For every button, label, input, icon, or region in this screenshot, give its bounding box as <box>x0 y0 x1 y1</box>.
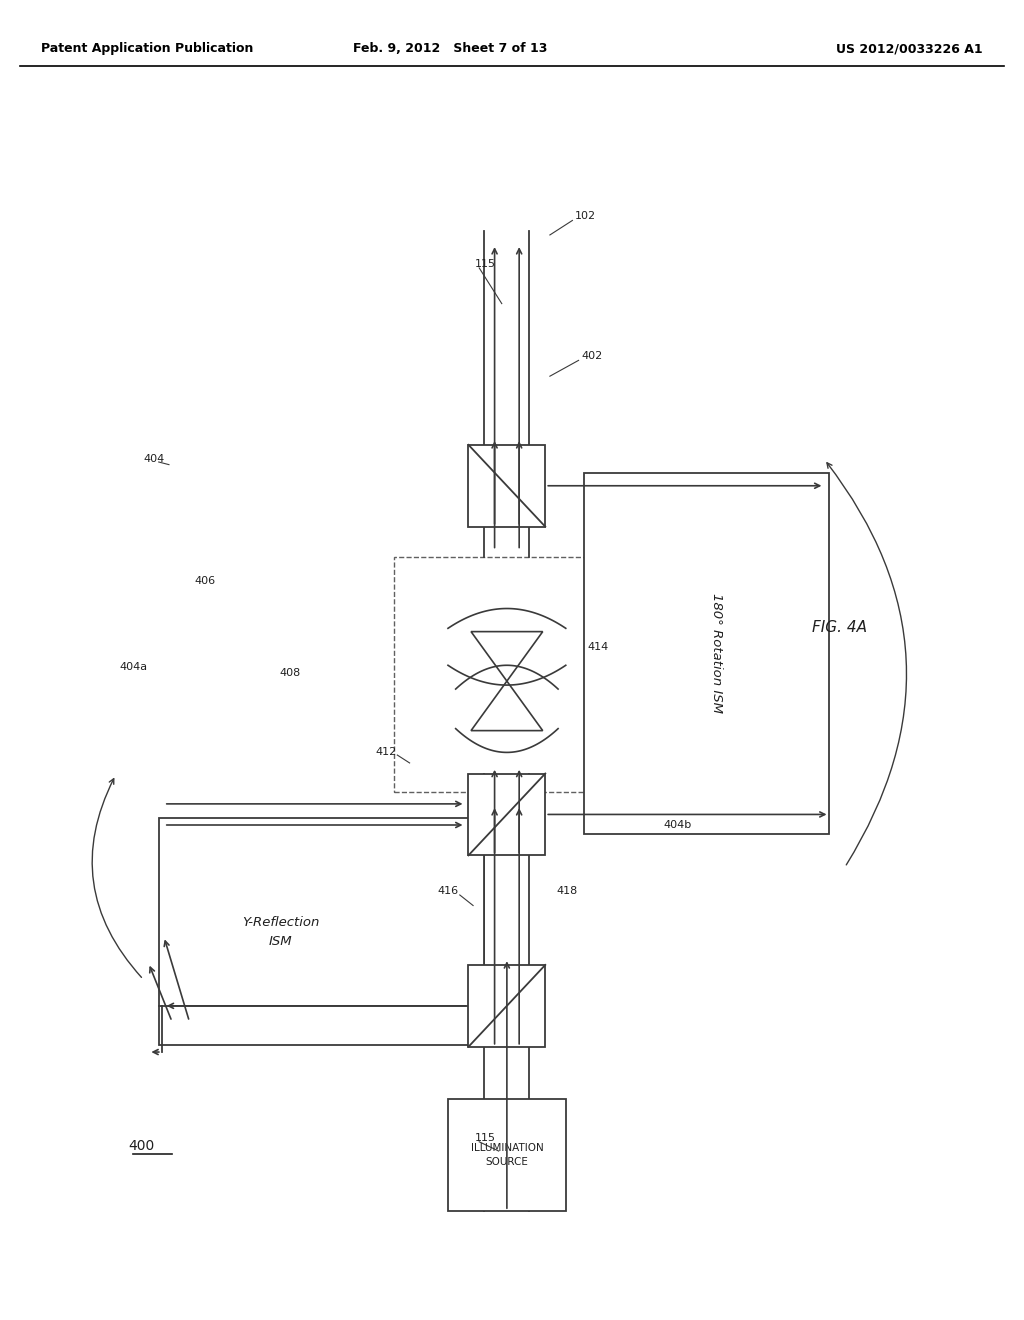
Text: 180° Rotation ISM: 180° Rotation ISM <box>711 594 723 713</box>
Text: 418: 418 <box>556 886 578 896</box>
FancyArrowPatch shape <box>827 463 906 865</box>
Text: 115: 115 <box>475 259 497 269</box>
Text: Y-Reflection
ISM: Y-Reflection ISM <box>242 916 319 948</box>
Text: 416: 416 <box>437 886 459 896</box>
FancyArrowPatch shape <box>92 779 141 977</box>
Text: 410: 410 <box>522 655 544 665</box>
Text: 404a: 404a <box>120 661 147 672</box>
Bar <box>394 557 620 792</box>
Text: ILLUMINATION
SOURCE: ILLUMINATION SOURCE <box>470 1143 544 1167</box>
Text: 414: 414 <box>588 642 609 652</box>
Text: Feb. 9, 2012   Sheet 7 of 13: Feb. 9, 2012 Sheet 7 of 13 <box>353 42 548 55</box>
Bar <box>449 1098 565 1212</box>
Text: 102: 102 <box>574 211 596 222</box>
Bar <box>469 965 545 1047</box>
Bar <box>469 774 545 855</box>
Text: US 2012/0033226 A1: US 2012/0033226 A1 <box>837 42 983 55</box>
Text: Patent Application Publication: Patent Application Publication <box>41 42 253 55</box>
Text: 408: 408 <box>280 668 301 678</box>
Text: 400: 400 <box>128 1139 155 1152</box>
Bar <box>469 445 545 527</box>
Text: 406: 406 <box>195 576 216 586</box>
Text: 404: 404 <box>143 454 165 465</box>
Text: FIG. 4A: FIG. 4A <box>812 619 867 635</box>
Text: 402: 402 <box>582 351 603 362</box>
Bar <box>584 473 829 834</box>
Text: 404b: 404b <box>664 820 692 830</box>
Text: 412: 412 <box>375 747 396 758</box>
Text: 115: 115 <box>475 1133 497 1143</box>
Bar <box>159 818 484 1045</box>
